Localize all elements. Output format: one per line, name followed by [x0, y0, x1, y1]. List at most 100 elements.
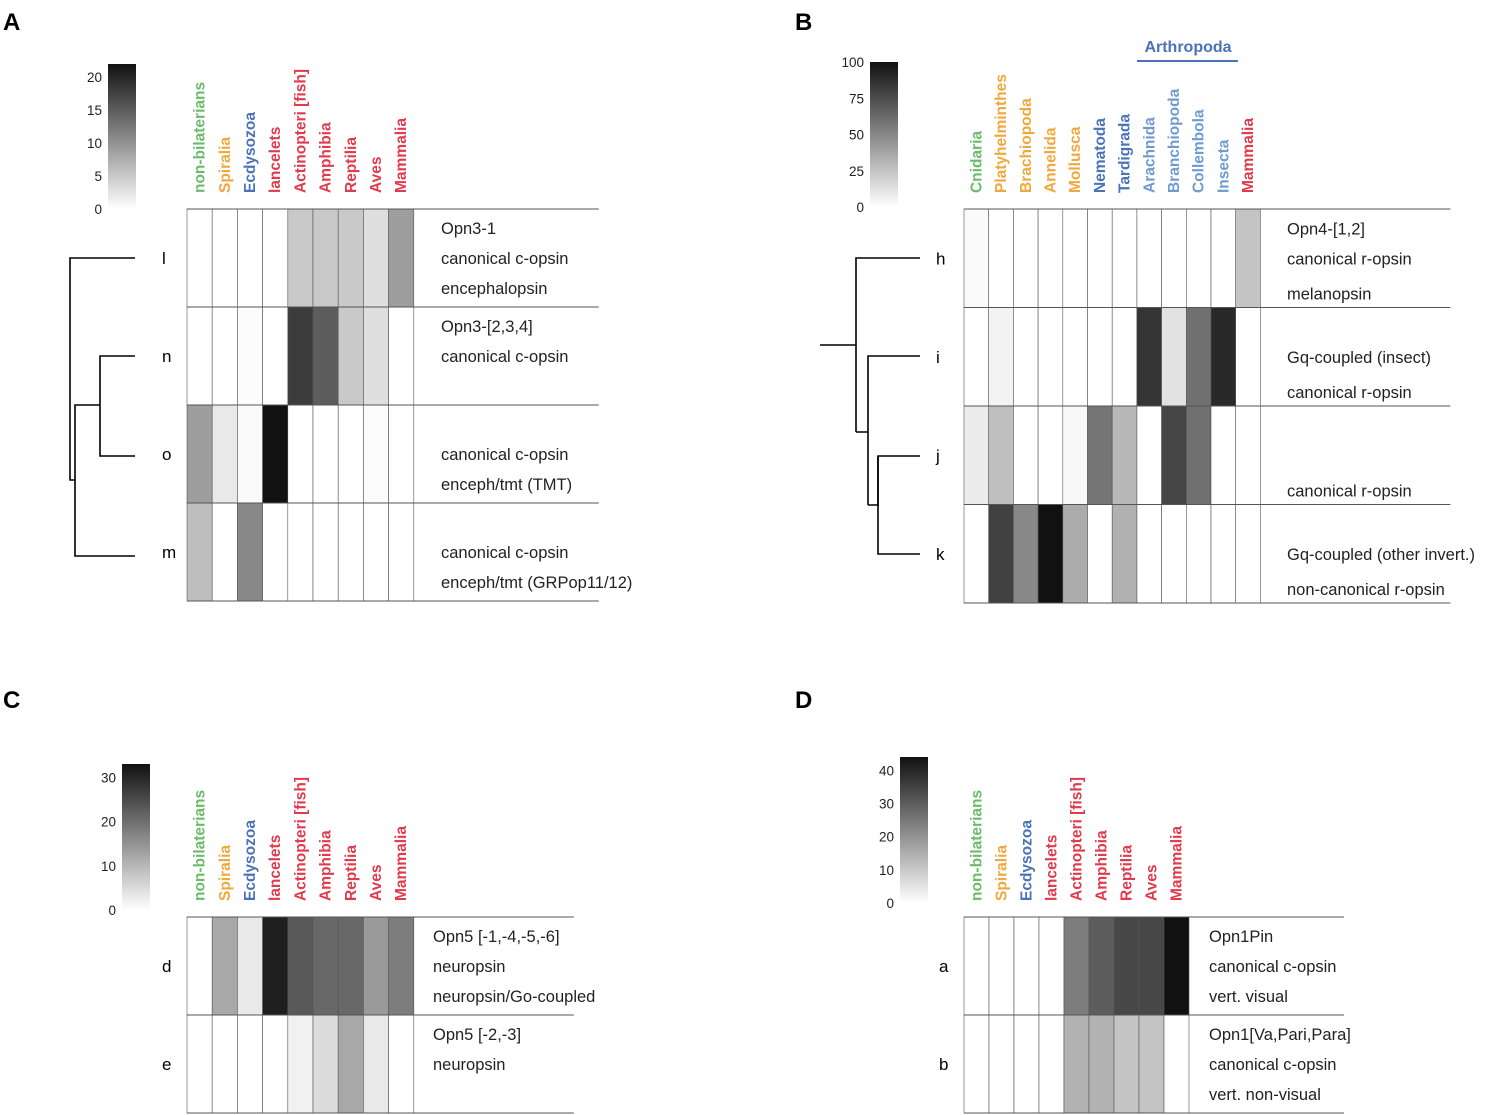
heatmap-cell — [1037, 208, 1064, 308]
column-label: Reptilia — [343, 845, 360, 901]
heatmap-cell — [388, 306, 415, 406]
heatmap-cell — [287, 404, 314, 504]
row-annotation: Opn4-[1,2] — [1287, 220, 1365, 238]
column-label: lancelets — [1044, 835, 1061, 901]
row-label: a — [939, 957, 949, 976]
column-label: Nematoda — [1092, 118, 1109, 193]
heatmap-cell — [287, 916, 314, 1016]
column-label: Ecdysozoa — [242, 820, 259, 901]
column-label: Mammalia — [1169, 826, 1186, 901]
heatmap-cell — [1210, 307, 1237, 407]
colorbar-tick-label: 25 — [849, 164, 864, 179]
column-label: Brachiopoda — [1018, 98, 1035, 193]
heatmap-cell — [186, 1014, 213, 1114]
column-label: Platyhelminthes — [993, 74, 1010, 193]
column-label: Insecta — [1215, 139, 1232, 193]
heatmap-cell — [262, 208, 289, 308]
column-label: Branchiopoda — [1166, 88, 1183, 193]
heatmap-cell — [337, 208, 364, 308]
colorbar-tick-label: 10 — [879, 863, 894, 878]
column-label: Ecdysozoa — [1019, 820, 1036, 901]
column-label: Ecdysozoa — [242, 112, 259, 193]
heatmap-cell — [988, 208, 1014, 308]
arthropoda-label: Arthropoda — [1144, 39, 1231, 56]
colorbar-tick-label: 10 — [87, 136, 102, 151]
heatmap-cell — [287, 502, 314, 602]
colorbar: 0 10 20 30 — [101, 764, 150, 918]
heatmap-cell — [237, 916, 263, 1016]
heatmap-cell — [388, 404, 415, 504]
column-label: lancelets — [267, 127, 284, 193]
column-label: Reptilia — [343, 137, 360, 193]
heatmap-cell — [388, 1014, 415, 1114]
row-label: n — [162, 347, 171, 366]
heatmap-cell — [363, 916, 389, 1016]
row-annotation: canonical c-opsin — [441, 250, 569, 268]
column-label: Spiralia — [994, 845, 1011, 901]
heatmap-cell — [237, 306, 263, 406]
heatmap-cell — [211, 306, 238, 406]
row-label: b — [939, 1055, 948, 1074]
column-label: Mammalia — [1240, 118, 1257, 193]
heatmap-cell — [211, 208, 238, 308]
heatmap-cell — [1087, 307, 1113, 407]
column-label: Mammalia — [393, 118, 410, 193]
panel-a-label: A — [3, 9, 20, 36]
heatmap-cell — [1087, 405, 1113, 505]
heatmap-cell — [1113, 1014, 1140, 1114]
heatmap-cell — [1087, 208, 1113, 308]
row-annotation: canonical r-opsin — [1287, 384, 1412, 402]
panel-a: A 0 5 10 15 20 non-bilaterians Spiralia Ecdysoz… — [3, 9, 632, 602]
heatmap-cell — [1186, 208, 1212, 308]
row-annotation: neuropsin/Go-coupled — [433, 988, 595, 1006]
colorbar-tick-label: 20 — [879, 830, 894, 845]
heatmap-cell — [1111, 307, 1138, 407]
row-annotation: neuropsin — [433, 958, 505, 976]
heatmap-cell — [186, 404, 213, 504]
colorbar-tick-label: 30 — [101, 770, 116, 785]
heatmap-cell — [1186, 405, 1212, 505]
column-label: Aves — [368, 865, 385, 901]
column-label: Tardigrada — [1117, 114, 1134, 193]
row-annotation: canonical c-opsin — [441, 544, 569, 562]
column-label: Amphibia — [318, 122, 335, 193]
colorbar-tick-label: 5 — [94, 169, 102, 184]
heatmap-cell — [1088, 916, 1115, 1016]
column-label: Actinopteri [fish] — [292, 777, 309, 901]
panel-a-heatmap: 0 5 10 15 20 non-bilaterians Spiralia Ecdysozoa… — [87, 64, 632, 602]
colorbar-gradient — [122, 764, 150, 910]
column-label: non-bilaterians — [192, 790, 209, 901]
heatmap-cell — [262, 306, 289, 406]
heatmap-cell — [388, 916, 415, 1016]
panel-a-dendrogram — [69, 257, 135, 557]
panel-b: B 0 25 50 75 100 Cnidaria Platyhelminthes Brach… — [795, 9, 1475, 604]
heatmap-cell — [186, 502, 213, 602]
panel-b-label: B — [795, 9, 812, 36]
heatmap-cell — [363, 306, 389, 406]
heatmap-cell — [237, 502, 263, 602]
colorbar-tick-label: 15 — [87, 103, 102, 118]
colorbar-tick-label: 100 — [841, 55, 864, 70]
heatmap-cell — [1163, 1014, 1190, 1114]
row-label: e — [162, 1055, 171, 1074]
heatmap-cell — [312, 502, 339, 602]
heatmap-cell — [1161, 504, 1187, 604]
heatmap-cell — [1013, 916, 1040, 1016]
column-label: non-bilaterians — [192, 82, 209, 193]
heatmap-cell — [1088, 1014, 1115, 1114]
heatmap-cell — [337, 404, 364, 504]
heatmap-cell — [186, 208, 213, 308]
row-annotation: neuropsin — [433, 1056, 505, 1074]
heatmap-cell — [1136, 307, 1162, 407]
heatmap-cell — [262, 1014, 289, 1114]
heatmap-cell — [312, 404, 339, 504]
column-label: Mammalia — [393, 826, 410, 901]
heatmap-cell — [1235, 208, 1261, 308]
heatmap-cell — [287, 306, 314, 406]
colorbar-tick-label: 20 — [87, 70, 102, 85]
heatmap-cell — [363, 502, 389, 602]
row-annotation: Gq-coupled (other invert.) — [1287, 546, 1475, 564]
heatmap-cell — [1210, 208, 1237, 308]
colorbar-tick-label: 0 — [108, 903, 116, 918]
heatmap-cell — [963, 307, 990, 407]
